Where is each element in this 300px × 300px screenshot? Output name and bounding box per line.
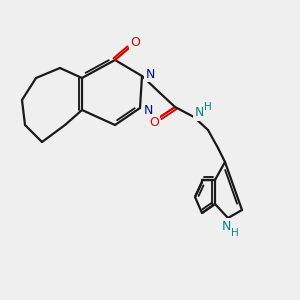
Text: N: N <box>143 103 153 116</box>
Text: O: O <box>149 116 159 128</box>
Text: N: N <box>194 106 204 119</box>
Text: O: O <box>130 35 140 49</box>
Text: H: H <box>204 102 212 112</box>
Text: H: H <box>231 228 239 238</box>
Text: N: N <box>221 220 231 232</box>
Text: N: N <box>145 68 155 80</box>
